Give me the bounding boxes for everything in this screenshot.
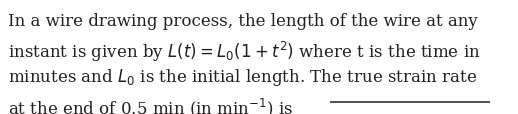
Text: instant is given by $\mathit{L}(\mathit{t}) = \mathit{L}_0(1 + \mathit{t}^2)$ wh: instant is given by $\mathit{L}(\mathit{… xyxy=(8,40,481,63)
Text: minutes and $\mathit{L}_0$ is the initial length. The true strain rate: minutes and $\mathit{L}_0$ is the initia… xyxy=(8,66,477,87)
Text: at the end of 0.5 min (in min$^{-1}$) is: at the end of 0.5 min (in min$^{-1}$) is xyxy=(8,96,293,114)
Text: In a wire drawing process, the length of the wire at any: In a wire drawing process, the length of… xyxy=(8,13,478,30)
